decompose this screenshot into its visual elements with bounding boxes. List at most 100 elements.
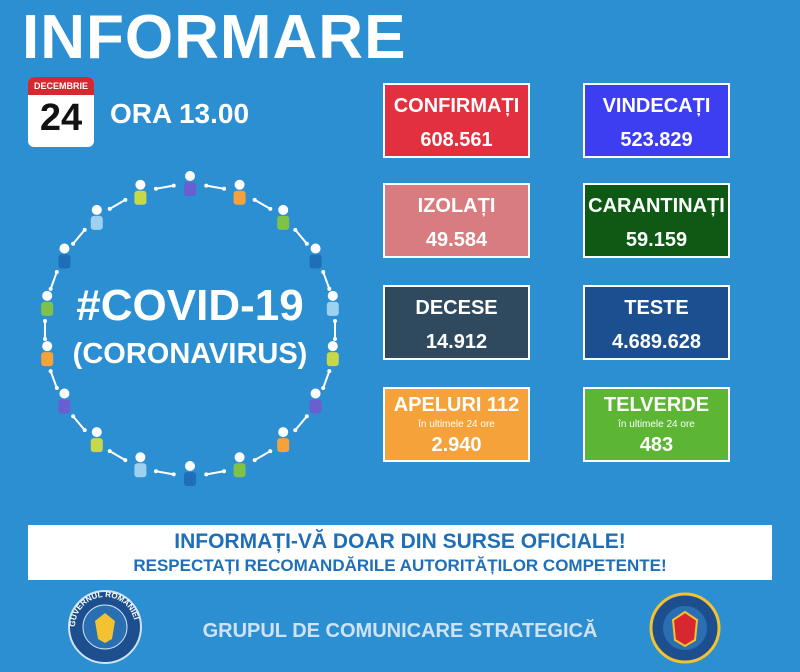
stat-label: TESTE — [624, 297, 689, 319]
title: INFORMARE — [22, 3, 407, 72]
arrow-tip — [54, 269, 59, 274]
person-head — [278, 427, 289, 438]
stat-box: IZOLAȚI 49.584 — [383, 183, 530, 258]
arrow-tip — [321, 269, 326, 274]
stat-box: APELURI 112 în ultimele 24 ore 2.940 — [383, 387, 530, 462]
arrow-tip — [153, 186, 158, 191]
stat-label: DECESE — [415, 297, 498, 319]
calendar: DECEMBRIE 24 — [28, 77, 94, 147]
person-body — [309, 399, 322, 414]
stat-label: CARANTINAȚI — [588, 195, 725, 217]
stat-value: 49.584 — [425, 229, 488, 251]
stat-box: TELVERDE în ultimele 24 ore 483 — [583, 387, 730, 462]
person-body — [326, 301, 339, 316]
person-icon — [90, 204, 103, 230]
stat-box: TESTE 4.689.628 — [583, 285, 730, 360]
arrow-tip — [304, 241, 309, 246]
stat-label: IZOLAȚI — [417, 195, 496, 217]
arrow — [155, 184, 174, 190]
hashtag: #COVID-19 — [76, 281, 303, 330]
person-body — [134, 190, 147, 205]
hashtag-subtitle: (CORONAVIRUS) — [73, 338, 308, 370]
arrow — [254, 450, 271, 461]
arrow-tip — [293, 227, 298, 232]
stat-value: 608.561 — [420, 129, 493, 151]
person-head — [42, 341, 53, 352]
arrow — [206, 184, 225, 190]
arrow-tip — [123, 197, 128, 202]
arrow-tip — [43, 319, 47, 323]
stat-label: VINDECAȚI — [602, 95, 711, 117]
person-head — [185, 461, 195, 471]
person-head — [278, 204, 289, 215]
person-head — [135, 179, 146, 190]
stat-value: 523.829 — [620, 129, 693, 151]
arrow-tip — [54, 386, 59, 391]
person-icon — [326, 290, 339, 316]
arrow-tip — [268, 449, 273, 454]
arrow-tip — [252, 458, 257, 463]
arrow — [294, 229, 308, 245]
person-body — [134, 463, 147, 478]
arrow-tip — [222, 186, 227, 191]
person-body — [309, 254, 322, 269]
person-body — [233, 463, 246, 478]
person-icon — [184, 171, 196, 196]
person-head — [234, 179, 245, 190]
stat-value: 2.940 — [431, 434, 482, 456]
stat-note: în ultimele 24 ore — [618, 419, 695, 430]
arrow-tip — [123, 458, 128, 463]
arrow — [322, 370, 331, 389]
banner-line: RESPECTAȚI RECOMANDĂRILE AUTORITĂȚILOR C… — [133, 556, 667, 575]
stat-label: CONFIRMAȚI — [393, 95, 520, 117]
arrow — [72, 229, 86, 245]
person-icon — [134, 179, 147, 205]
footer-text: GRUPUL DE COMUNICARE STRATEGICĂ — [202, 620, 598, 642]
arrow-tip — [107, 449, 112, 454]
arrow-tip — [333, 337, 337, 341]
stat-value: 483 — [639, 434, 674, 456]
person-icon — [58, 243, 71, 269]
arrow-tip — [71, 241, 76, 246]
arrow-tip — [222, 469, 227, 474]
calendar-month: DECEMBRIE — [28, 77, 94, 95]
stat-value: 59.159 — [625, 229, 688, 251]
arrow — [109, 450, 126, 461]
person-head — [185, 171, 195, 181]
arrow-tip — [204, 472, 209, 477]
arrow-tip — [171, 472, 176, 477]
stat-value: 4.689.628 — [612, 331, 701, 353]
people-ring: #COVID-19 (CORONAVIRUS) — [41, 171, 339, 486]
person-icon — [58, 388, 71, 414]
stat-value: 14.912 — [425, 331, 488, 353]
person-icon — [90, 427, 103, 453]
government-logo: GUVERNUL ROMÂNIEI — [68, 590, 142, 664]
arrow — [155, 470, 174, 476]
person-body — [277, 215, 290, 230]
stat-box: CONFIRMAȚI 608.561 — [383, 83, 530, 158]
stat-label: APELURI 112 — [393, 394, 520, 416]
arrow-tip — [321, 386, 326, 391]
arrow-tip — [327, 369, 332, 374]
person-head — [327, 290, 338, 301]
person-icon — [233, 452, 246, 478]
person-head — [234, 452, 245, 463]
stat-box: DECESE 14.912 — [383, 285, 530, 360]
person-body — [41, 352, 54, 367]
stat-label: TELVERDE — [603, 394, 710, 416]
stat-note: în ultimele 24 ore — [418, 419, 495, 430]
person-head — [91, 427, 102, 438]
arrow-tip — [293, 428, 298, 433]
person-head — [135, 452, 146, 463]
calendar-day: 24 — [39, 97, 83, 139]
stat-box: CARANTINAȚI 59.159 — [583, 183, 730, 258]
person-body — [90, 215, 103, 230]
person-icon — [184, 461, 196, 486]
person-head — [59, 388, 70, 399]
stat-box: VINDECAȚI 523.829 — [583, 83, 730, 158]
person-head — [310, 243, 321, 254]
person-body — [58, 254, 71, 269]
person-body — [90, 438, 103, 453]
